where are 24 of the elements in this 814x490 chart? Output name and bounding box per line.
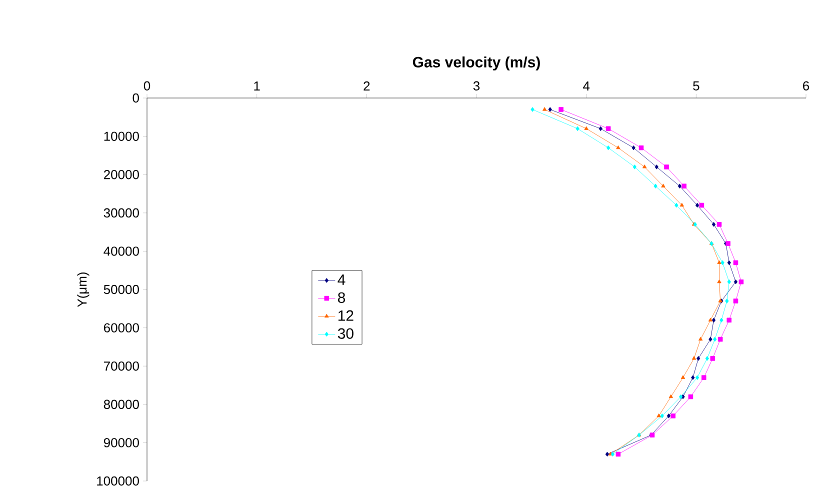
y-tick-label: 80000 <box>104 400 139 410</box>
x-tick-label: 5 <box>693 81 700 90</box>
y-tick-label: 60000 <box>104 323 139 332</box>
y-tick-label: 70000 <box>104 362 139 371</box>
y-tick-label: 100000 <box>97 476 139 486</box>
x-tick-label: 4 <box>583 82 590 90</box>
legend-label: 12 <box>338 310 354 321</box>
legend-label: 4 <box>338 274 346 285</box>
y-tick-label: 30000 <box>104 208 139 218</box>
y-tick-label: 90000 <box>104 438 139 448</box>
legend-label: 30 <box>338 328 354 339</box>
y-tick-label: 40000 <box>104 246 139 256</box>
x-tick-label: 0 <box>144 81 150 90</box>
legend-label: 8 <box>338 292 346 303</box>
x-tick-label: 3 <box>473 81 480 90</box>
y-tick-label: 10000 <box>104 132 139 141</box>
x-axis-title: Gas velocity (m/s) <box>412 56 540 70</box>
y-tick-label: 20000 <box>104 170 139 180</box>
y-tick-label: 0 <box>132 93 139 103</box>
x-tick-label: 2 <box>364 81 370 90</box>
y-tick-label: 50000 <box>104 284 139 294</box>
x-tick-label: 1 <box>254 82 260 90</box>
y-axis-title: Y(μm) <box>77 272 90 308</box>
x-tick-label: 6 <box>803 81 810 90</box>
